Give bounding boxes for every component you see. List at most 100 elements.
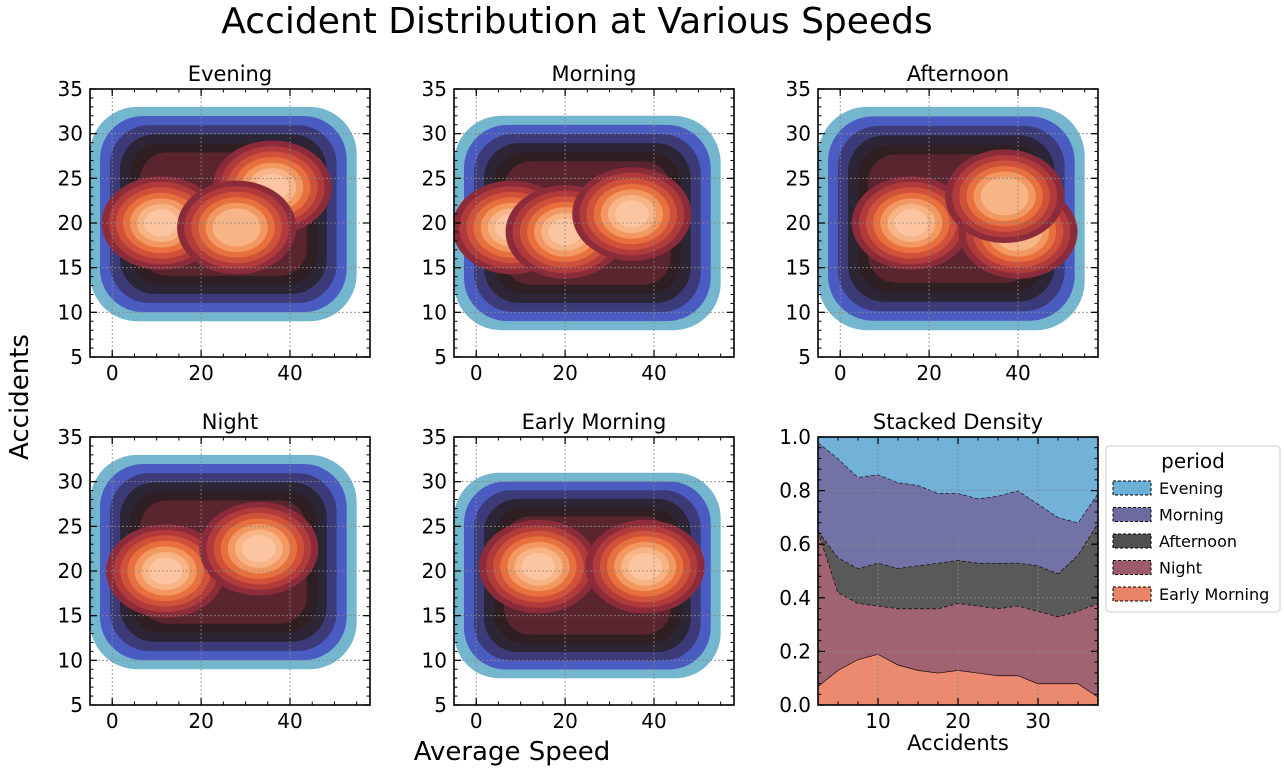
legend: period Evening Morning Afternoon Night Early … bbox=[1105, 445, 1281, 613]
ytick-label: 35 bbox=[786, 77, 811, 101]
xtick-label: 20 bbox=[188, 709, 213, 733]
ytick-label: 15 bbox=[422, 256, 447, 280]
kde-hotspot-level bbox=[548, 218, 582, 246]
ytick-label: 35 bbox=[58, 77, 83, 101]
legend-title: period bbox=[1161, 449, 1225, 473]
stacked-xlabel: Accidents bbox=[907, 731, 1009, 755]
panel-title: Early Morning bbox=[522, 410, 667, 434]
ytick-label: 20 bbox=[58, 211, 83, 235]
xtick-label: 0 bbox=[106, 361, 119, 385]
ytick-label: 10 bbox=[786, 300, 811, 324]
ytick-label: 20 bbox=[422, 559, 447, 583]
legend-label: Morning bbox=[1159, 506, 1224, 525]
ytick-label: 35 bbox=[422, 77, 447, 101]
kde-hotspot-level bbox=[242, 535, 276, 563]
ytick-label: 30 bbox=[422, 122, 447, 146]
xtick-label: 10 bbox=[865, 709, 890, 733]
xtick-label: 20 bbox=[552, 709, 577, 733]
ytick-label: 20 bbox=[786, 211, 811, 235]
ytick-label: 25 bbox=[422, 166, 447, 190]
ytick-label: 5 bbox=[434, 693, 447, 717]
ytick-label: 20 bbox=[58, 559, 83, 583]
panel-title: Morning bbox=[551, 62, 636, 86]
ytick-label: 30 bbox=[786, 122, 811, 146]
legend-swatch-afternoon bbox=[1112, 533, 1152, 549]
panel-night: 0 20 40 5 10 15 20 25 30 35 Night bbox=[58, 410, 371, 733]
figure-title: Accident Distribution at Various Speeds bbox=[221, 1, 932, 42]
ytick-label: 35 bbox=[58, 425, 83, 449]
legend-label: Night bbox=[1159, 559, 1202, 578]
kde-hotspot-level bbox=[628, 552, 662, 581]
kde-hotspot-level bbox=[521, 552, 556, 581]
figure-ylabel: Accidents bbox=[5, 334, 35, 460]
xtick-label: 40 bbox=[641, 709, 666, 733]
ytick-label: 25 bbox=[786, 166, 811, 190]
xtick-label: 20 bbox=[552, 361, 577, 385]
panel-evening: 0 20 40 5 10 15 20 25 30 35 Evening bbox=[58, 62, 371, 385]
xtick-label: 20 bbox=[945, 709, 970, 733]
area-evening bbox=[818, 437, 1098, 523]
ytick-label: 10 bbox=[422, 648, 447, 672]
panel-title: Night bbox=[202, 410, 258, 434]
panel-stacked-density: 10 20 30 0.0 0.2 0.4 0.6 0.8 1.0 Stacked Density A… bbox=[779, 410, 1281, 755]
ytick-label: 5 bbox=[70, 693, 83, 717]
legend-label: Afternoon bbox=[1159, 532, 1237, 551]
ytick-label: 30 bbox=[58, 470, 83, 494]
panel-title: Afternoon bbox=[907, 62, 1009, 86]
kde-contours bbox=[818, 106, 1085, 331]
ytick-label: 25 bbox=[58, 514, 83, 538]
panel-afternoon: 0 20 40 5 10 15 20 25 30 35 Afternoon bbox=[786, 62, 1099, 385]
ytick-label: 0.6 bbox=[779, 532, 811, 556]
legend-swatch-evening bbox=[1112, 480, 1152, 496]
kde-hotspot-level bbox=[212, 208, 261, 247]
legend-label: Early Morning bbox=[1159, 585, 1269, 604]
area-early-morning bbox=[818, 654, 1098, 705]
ytick-label: 5 bbox=[70, 345, 83, 369]
legend-swatch-morning bbox=[1112, 507, 1152, 522]
ytick-label: 10 bbox=[422, 300, 447, 324]
xtick-label: 30 bbox=[1025, 709, 1050, 733]
xtick-label: 0 bbox=[470, 361, 483, 385]
panel-title: Stacked Density bbox=[873, 410, 1043, 434]
ytick-label: 10 bbox=[58, 648, 83, 672]
xtick-label: 40 bbox=[641, 361, 666, 385]
ytick-label: 15 bbox=[58, 256, 83, 280]
ytick-label: 25 bbox=[422, 514, 447, 538]
ytick-label: 30 bbox=[58, 122, 83, 146]
kde-hotspot-level bbox=[980, 177, 1029, 216]
xtick-label: 0 bbox=[834, 361, 847, 385]
kde-hotspot-level bbox=[144, 209, 178, 237]
kde-contours bbox=[90, 454, 357, 670]
kde-hotspot-level bbox=[148, 557, 183, 585]
ytick-label: 1.0 bbox=[779, 425, 811, 449]
ytick-label: 0.4 bbox=[779, 586, 811, 610]
ytick-label: 15 bbox=[422, 604, 447, 628]
ytick-label: 5 bbox=[434, 345, 447, 369]
xtick-label: 20 bbox=[916, 361, 941, 385]
xtick-label: 40 bbox=[277, 709, 302, 733]
panel-early-morning: 0 20 40 5 10 15 20 25 30 35 Early Morning bbox=[422, 410, 735, 733]
xtick-label: 0 bbox=[470, 709, 483, 733]
legend-swatch-early-morning bbox=[1112, 586, 1152, 602]
ytick-label: 25 bbox=[58, 166, 83, 190]
legend-swatch-night bbox=[1112, 560, 1152, 575]
ytick-label: 0.2 bbox=[779, 639, 811, 663]
panel-title: Evening bbox=[188, 62, 272, 86]
xtick-label: 40 bbox=[1005, 361, 1030, 385]
ytick-label: 15 bbox=[58, 604, 83, 628]
ytick-label: 0.8 bbox=[779, 479, 811, 503]
ytick-label: 10 bbox=[58, 300, 83, 324]
ytick-label: 0.0 bbox=[779, 693, 811, 717]
panels: 0 20 40 5 10 15 20 25 30 35 Evening 0 20 40 5 10 15 20 25 3… bbox=[58, 62, 1281, 755]
ytick-label: 20 bbox=[422, 211, 447, 235]
kde-contours bbox=[454, 472, 721, 679]
kde-hotspot-level bbox=[614, 200, 649, 228]
figure-xlabel: Average Speed bbox=[414, 737, 611, 767]
panel-morning: 0 20 40 5 10 15 20 25 30 35 Morning bbox=[422, 62, 735, 385]
xtick-label: 0 bbox=[106, 709, 119, 733]
xtick-label: 40 bbox=[277, 361, 302, 385]
kde-contours bbox=[90, 106, 357, 322]
ytick-label: 15 bbox=[786, 256, 811, 280]
ytick-label: 35 bbox=[422, 425, 447, 449]
